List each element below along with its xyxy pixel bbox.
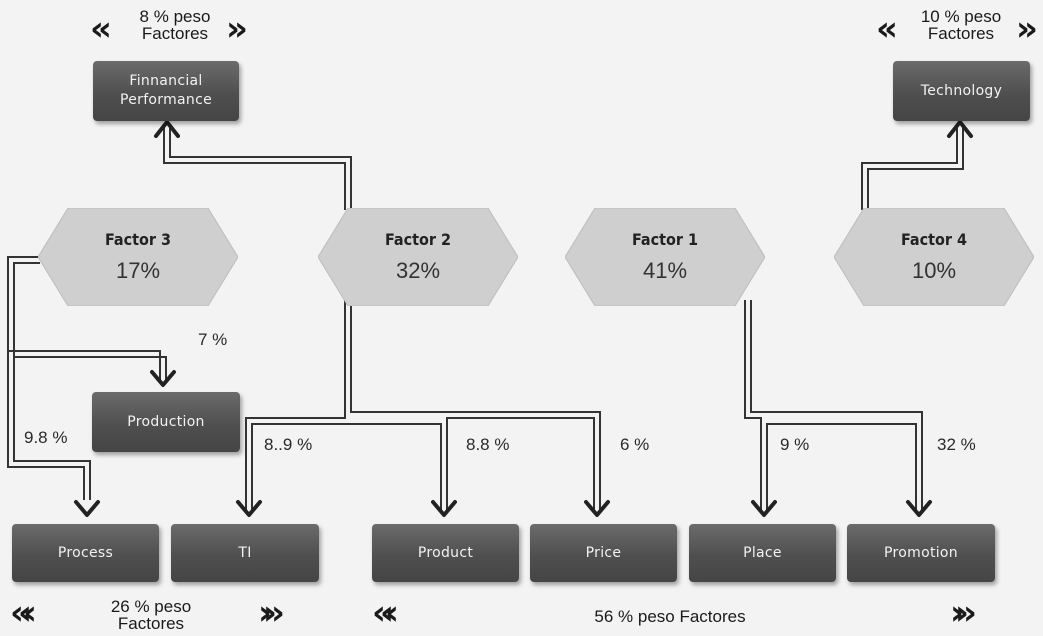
chevron-right-icon: » (226, 9, 248, 49)
process-label: Process (57, 544, 114, 561)
technology-label: Technology (920, 82, 1003, 99)
peso-bottom-right: 56 % peso Factores (594, 607, 746, 626)
connector-f2-down-inner (350, 300, 601, 510)
pct-price: 6 % (620, 435, 650, 454)
production-label: Production (127, 413, 205, 430)
connector-f4-technology-inner (867, 126, 964, 210)
connector-f2-ti-inner (251, 423, 442, 510)
connector-f2-financial-inner (169, 126, 352, 210)
pct-process: 9.8 % (24, 428, 68, 447)
pct-place: 9 % (780, 435, 810, 454)
factor-1-name: Factor 1 (631, 230, 699, 249)
connector-f3-production-inner (14, 356, 167, 380)
connector-f1-down (744, 300, 762, 510)
place-box: Place (689, 524, 836, 582)
promotion-box: Promotion (847, 524, 995, 582)
pct-product: 8.8 % (466, 435, 510, 454)
peso-top-right-line2: Factores (927, 24, 995, 43)
connector-f3-trunk (7, 256, 85, 500)
peso-bottom-left: 26 % peso Factores (86, 598, 216, 632)
price-label: Price (585, 544, 622, 561)
factor-2-hexagon: Factor 2 32% (318, 208, 518, 306)
chevron-right-icon: » (1016, 9, 1038, 49)
connector-f2-financial (163, 126, 346, 210)
arrow-ti (236, 500, 262, 517)
product-label: Product (417, 544, 474, 561)
connector-f1-down-inner (750, 300, 923, 510)
arrow-technology (947, 120, 973, 138)
production-box: Production (92, 392, 240, 452)
chevron-left-icon: « (90, 9, 112, 49)
connector-f2-product-inner (446, 417, 595, 510)
peso-top-right-line1: 10 % peso (920, 7, 1002, 26)
factor-4-value: 10% (911, 258, 957, 283)
product-box: Product (372, 524, 519, 582)
factor-3-name: Factor 3 (104, 230, 172, 249)
ti-box: TI (171, 524, 319, 582)
arrow-promotion (906, 500, 932, 517)
triple-chevron-left-icon: «‹ (10, 593, 37, 633)
peso-bottom-left-line2: Factores (117, 614, 185, 633)
peso-top-left-line2: Factores (141, 24, 209, 43)
factor-2-value: 32% (395, 258, 441, 283)
factor-4-name: Factor 4 (900, 230, 968, 249)
factor-3-hexagon: Factor 3 17% (38, 208, 238, 306)
arrow-financial (154, 120, 180, 138)
price-box: Price (530, 524, 677, 582)
factor-3-value: 17% (115, 258, 161, 283)
connector-f3-trunk-inner (13, 262, 91, 500)
ti-label: TI (238, 544, 252, 561)
connector-f1-place-inner (766, 423, 917, 510)
financial-performance-box: Finnancial Performance (93, 61, 239, 121)
peso-top-left: 8 % peso Factores (110, 8, 240, 42)
arrow-process (74, 500, 100, 517)
financial-performance-label: Finnancial Performance (119, 73, 213, 108)
arrow-place (751, 500, 777, 517)
factor-1-hexagon: Factor 1 41% (565, 208, 765, 306)
pct-production: 7 % (198, 330, 228, 349)
connector-f3-production (8, 350, 161, 380)
place-label: Place (743, 544, 782, 561)
process-box: Process (12, 524, 159, 582)
peso-bottom-left-line1: 26 % peso (110, 597, 192, 616)
promotion-label: Promotion (884, 544, 958, 561)
arrow-production (150, 370, 176, 387)
connector-f2-down (245, 300, 346, 510)
technology-box: Technology (893, 61, 1030, 121)
factor-1-value: 41% (642, 258, 688, 283)
triple-chevron-right-icon: ›» (950, 593, 977, 633)
pct-promotion: 32 % (937, 435, 976, 454)
peso-top-left-line1: 8 % peso (139, 7, 211, 26)
factor-2-name: Factor 2 (384, 230, 452, 249)
factor-4-hexagon: Factor 4 10% (834, 208, 1034, 306)
pct-ti: 8..9 % (264, 435, 313, 454)
triple-chevron-left-icon: «‹ (372, 593, 399, 633)
peso-top-right: 10 % peso Factores (896, 8, 1026, 42)
triple-chevron-right-icon: ›» (258, 593, 285, 633)
connector-f4-technology (861, 126, 958, 210)
arrow-price (584, 500, 610, 517)
arrow-product (431, 500, 457, 517)
chevron-left-icon: « (876, 9, 898, 49)
